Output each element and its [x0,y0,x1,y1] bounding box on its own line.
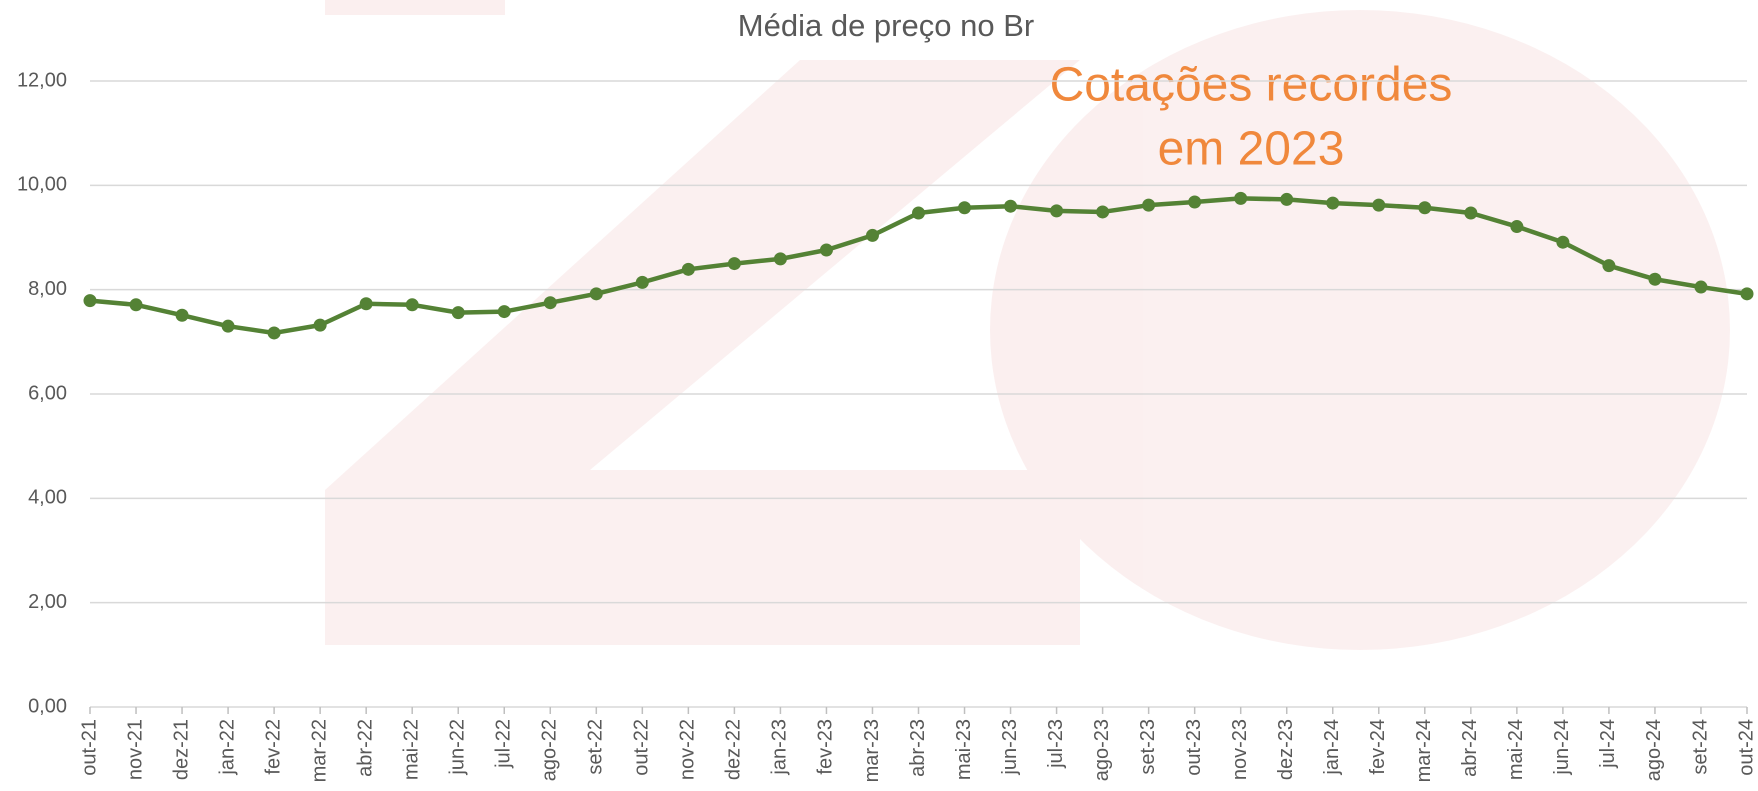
x-tick-label: mai-22 [400,719,422,780]
marker [958,201,972,215]
y-tick-label: 8,00 [28,278,67,300]
x-tick-label: jan-24 [1321,719,1343,776]
x-tick-label: fev-24 [1367,719,1389,775]
x-tick-label: fev-22 [262,719,284,775]
y-tick-label: 12,00 [17,69,67,91]
marker [543,296,557,310]
x-tick-label: jun-23 [999,719,1021,776]
x-tick-label: mar-24 [1413,719,1435,782]
marker [1372,198,1386,212]
marker [1188,195,1202,209]
marker [589,287,603,301]
x-tick-label: out-24 [1735,719,1757,776]
marker [129,298,143,312]
marker [1648,272,1662,286]
x-tick-label: mai-23 [953,719,975,780]
marker [1602,259,1616,273]
marker [1510,220,1524,234]
x-tick-label: set-22 [585,719,607,775]
x-tick-label: out-21 [78,719,100,776]
y-tick-label: 4,00 [28,487,67,509]
marker [405,298,419,312]
marker [1004,199,1018,213]
x-tick-label: jan-22 [216,719,238,776]
y-tick-label: 10,00 [17,174,67,196]
x-tick-label: abr-23 [907,719,929,777]
marker [267,326,281,340]
y-tick-label: 6,00 [28,382,67,404]
marker [359,297,373,311]
x-tick-label: abr-24 [1459,719,1481,777]
x-tick-label: ago-24 [1643,719,1665,781]
x-tick-label: nov-23 [1229,719,1251,780]
marker [1234,191,1248,205]
x-tick-label: fev-23 [815,719,837,775]
x-tick-label: ago-22 [539,719,561,781]
x-tick-label: nov-22 [677,719,699,780]
marker [865,228,879,242]
y-tick-label: 2,00 [28,591,67,613]
marker [1050,204,1064,218]
annotation: em 2023 [1158,123,1345,176]
marker [912,206,925,220]
annotation: Cotações recordes [1050,59,1453,112]
x-tick-label: dez-21 [170,719,192,780]
x-tick-label: out-22 [631,719,653,776]
marker [1740,287,1754,301]
marker [313,318,327,332]
marker [773,252,787,266]
y-tick-label: 0,00 [28,695,67,717]
marker [497,305,511,319]
x-tick-label: dez-23 [1275,719,1297,780]
marker [681,262,695,276]
chart-title: Média de preço no Br [738,8,1034,43]
x-tick-label: jul-22 [493,719,515,769]
marker [1280,192,1294,206]
marker [1142,198,1156,212]
marker [451,306,465,320]
marker [175,308,189,322]
x-tick-label: mai-24 [1505,719,1527,780]
marker [221,319,235,333]
x-tick-label: dez-22 [723,719,745,780]
marker [1464,206,1478,220]
watermark [325,0,1730,650]
marker [819,243,833,257]
marker [1694,280,1708,294]
x-tick-label: mar-23 [861,719,883,782]
x-tick-label: mar-22 [308,719,330,782]
marker [83,294,97,308]
x-tick-label: out-23 [1183,719,1205,776]
x-tick-label: jan-23 [769,719,791,776]
x-tick-label: jun-24 [1551,719,1573,776]
marker [1326,196,1340,210]
marker [635,275,649,289]
marker [1556,235,1570,249]
marker [1418,201,1432,215]
x-tick-label: abr-22 [354,719,376,777]
x-tick-label: nov-21 [124,719,146,780]
marker [1096,205,1110,219]
x-tick-label: jul-24 [1597,719,1619,769]
x-tick-label: jun-22 [447,719,469,776]
x-tick-label: set-23 [1137,719,1159,775]
x-tick-label: jul-23 [1045,719,1067,769]
x-tick-label: ago-23 [1091,719,1113,781]
marker [727,257,741,271]
x-tick-label: set-24 [1689,719,1711,775]
